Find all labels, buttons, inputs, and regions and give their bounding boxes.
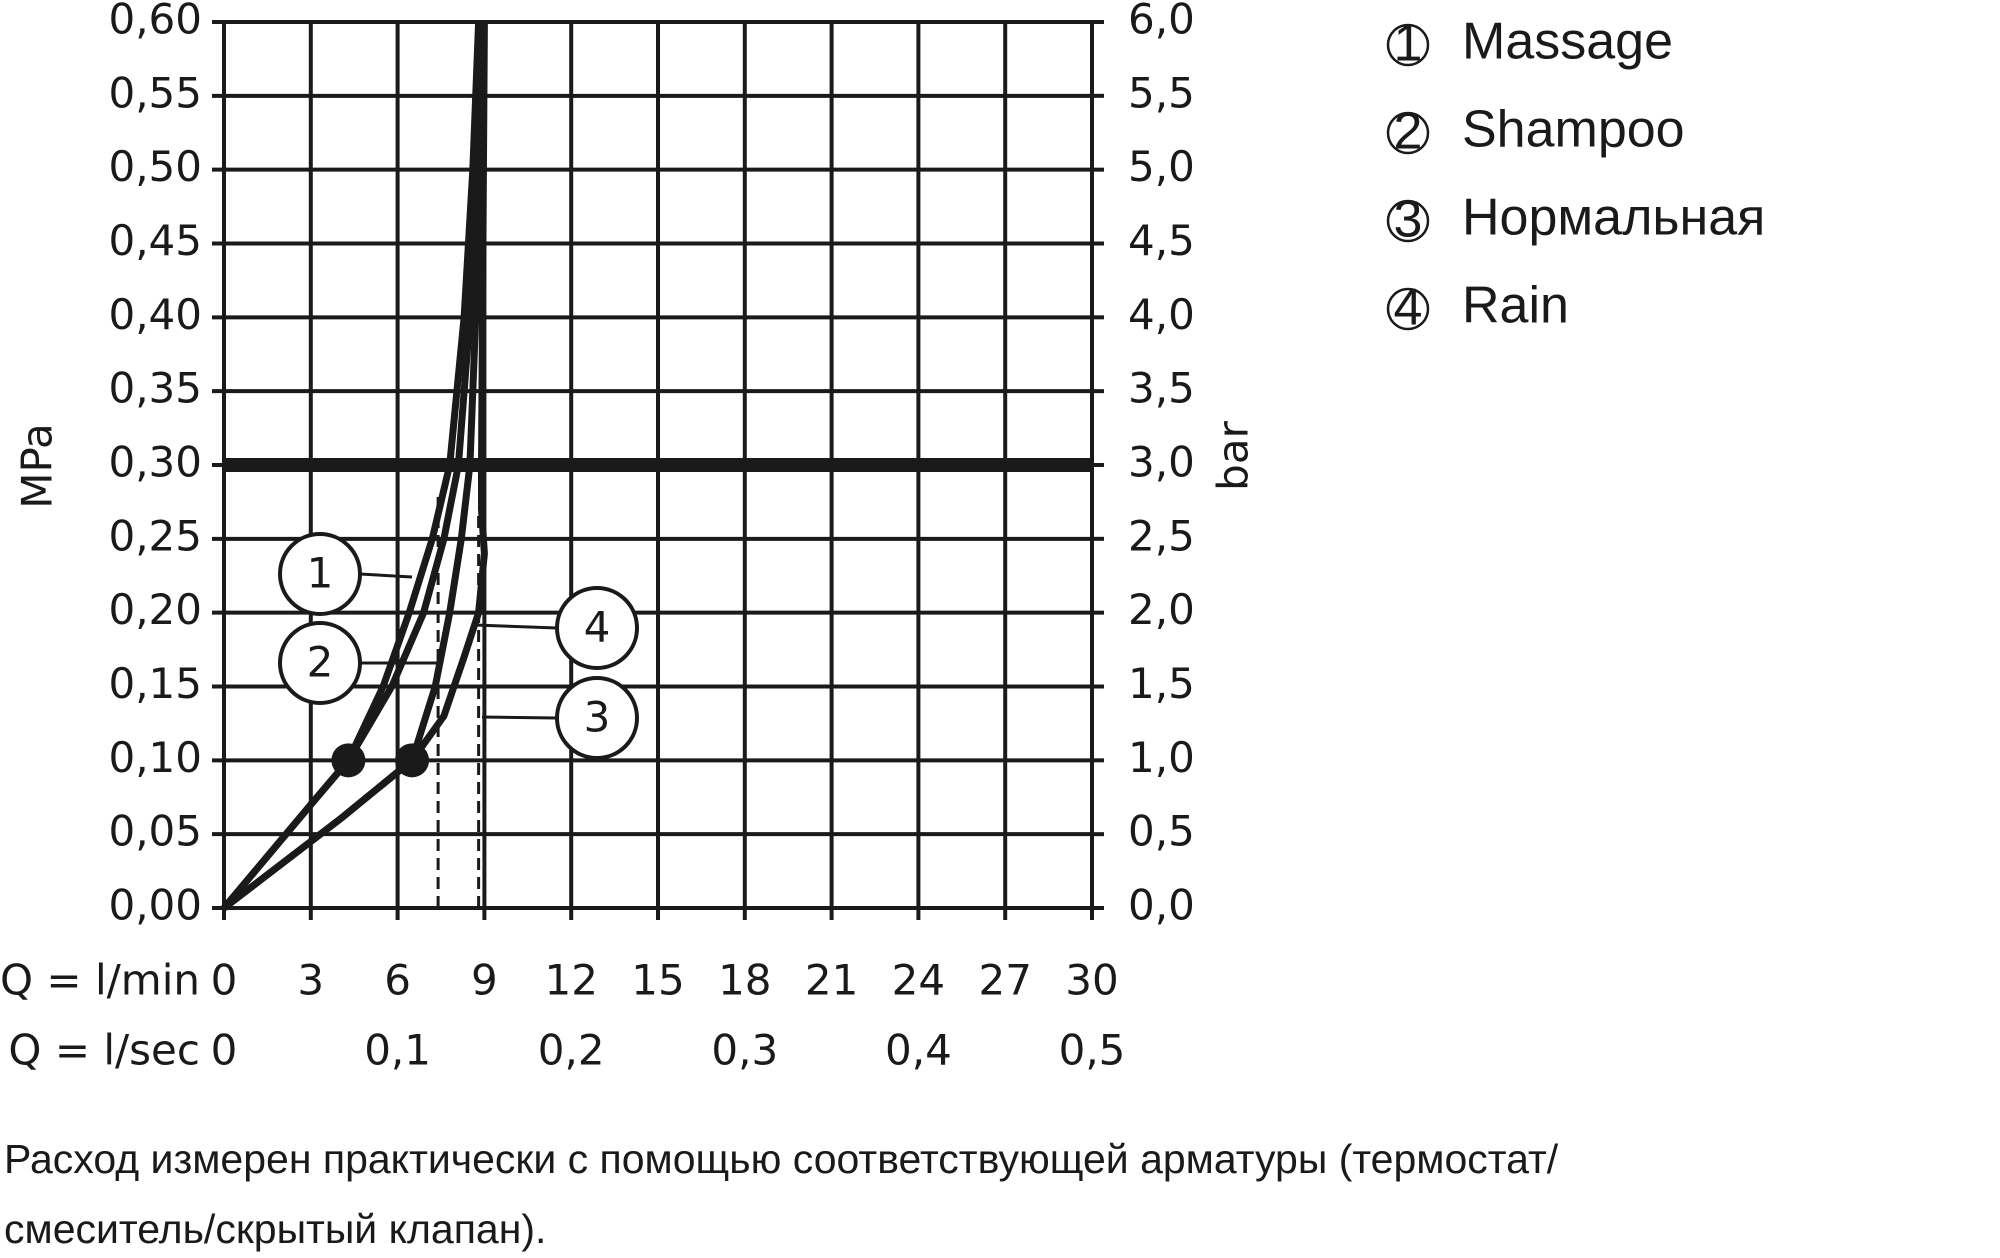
x-tick-label: 3 — [297, 956, 324, 1005]
x-axis-label: Q = l/min — [0, 956, 200, 1005]
legend-symbol — [1386, 23, 1430, 67]
callout-leader — [474, 623, 558, 630]
x-tick-label: 12 — [544, 956, 597, 1005]
footnote: Расход измерен практически с помощью соо… — [4, 1136, 1559, 1182]
x-tick-label: 21 — [805, 956, 858, 1005]
legend-label: Shampoo — [1462, 101, 1685, 159]
legend-symbol-number: 1 — [1394, 15, 1423, 73]
y2-tick-label: 6,0 — [1128, 0, 1195, 44]
x-tick-label: 27 — [978, 956, 1031, 1005]
y-tick-label: 0,40 — [108, 290, 202, 339]
callout-leader — [359, 572, 413, 579]
y2-axis-label: bar — [1209, 420, 1258, 490]
y-tick-label: 0,10 — [108, 733, 202, 782]
callout-label: 3 — [584, 693, 611, 742]
x2-tick-label: 0,1 — [364, 1026, 431, 1075]
y-tick-label: 0,00 — [108, 881, 202, 930]
callout-label: 2 — [307, 638, 334, 687]
y2-tick-label: 3,5 — [1128, 364, 1195, 413]
x-tick-label: 6 — [384, 956, 411, 1005]
y2-tick-label: 1,5 — [1128, 659, 1195, 708]
legend-symbol — [1386, 287, 1430, 331]
x-tick-label: 18 — [718, 956, 771, 1005]
point-marker — [331, 743, 366, 778]
x2-tick-label: 0,3 — [711, 1026, 778, 1075]
legend-symbol-number: 3 — [1394, 191, 1423, 249]
y-tick-label: 0,30 — [108, 438, 202, 487]
y2-tick-label: 5,0 — [1128, 142, 1195, 191]
y-tick-label: 0,05 — [108, 807, 202, 856]
x-tick-label: 30 — [1065, 956, 1118, 1005]
legend-symbol — [1386, 199, 1430, 243]
footnote: смеситель/скрытый клапан). — [4, 1206, 546, 1252]
y-tick-label: 0,20 — [108, 585, 202, 634]
callout-circle — [555, 676, 639, 760]
x-tick-label: 9 — [471, 956, 498, 1005]
x2-axis-label: Q = l/sec — [8, 1026, 200, 1075]
y-tick-label: 0,45 — [108, 216, 202, 265]
legend-label: Massage — [1462, 13, 1673, 71]
legend-label: Нормальная — [1462, 189, 1765, 247]
callout-label: 1 — [307, 549, 334, 598]
callout-circle — [555, 586, 639, 670]
y2-tick-label: 2,5 — [1128, 511, 1195, 560]
y-tick-label: 0,35 — [108, 364, 202, 413]
y2-tick-label: 4,0 — [1128, 290, 1195, 339]
curve — [221, 21, 485, 911]
x2-tick-label: 0,2 — [538, 1026, 605, 1075]
curve — [221, 21, 485, 911]
y2-tick-label: 2,0 — [1128, 585, 1195, 634]
y-tick-label: 0,15 — [108, 659, 202, 708]
y-tick-label: 0,25 — [108, 511, 202, 560]
y-tick-label: 0,60 — [108, 0, 202, 44]
x2-tick-label: 0,4 — [885, 1026, 952, 1075]
y2-tick-label: 4,5 — [1128, 216, 1195, 265]
x-tick-label: 24 — [892, 956, 945, 1005]
y2-tick-label: 5,5 — [1128, 68, 1195, 117]
legend-symbol-number: 4 — [1394, 279, 1423, 337]
point-marker — [395, 743, 430, 778]
y-axis-label: MPa — [13, 423, 62, 508]
legend-symbol — [1386, 111, 1430, 155]
y2-tick-label: 1,0 — [1128, 733, 1195, 782]
x2-tick-label: 0 — [211, 1026, 238, 1075]
callout-leader — [481, 715, 558, 720]
legend-label: Rain — [1462, 277, 1569, 335]
y-tick-label: 0,50 — [108, 142, 202, 191]
x-tick-label: 0 — [211, 956, 238, 1005]
y2-tick-label: 3,0 — [1128, 438, 1195, 487]
callout-circle — [278, 621, 362, 705]
x-tick-label: 15 — [631, 956, 684, 1005]
callout-circle — [278, 532, 362, 616]
x2-tick-label: 0,5 — [1059, 1026, 1126, 1075]
y-tick-label: 0,55 — [108, 68, 202, 117]
y2-tick-label: 0,0 — [1128, 881, 1195, 930]
y2-tick-label: 0,5 — [1128, 807, 1195, 856]
callout-label: 4 — [584, 603, 611, 652]
legend-symbol-number: 2 — [1394, 103, 1423, 161]
